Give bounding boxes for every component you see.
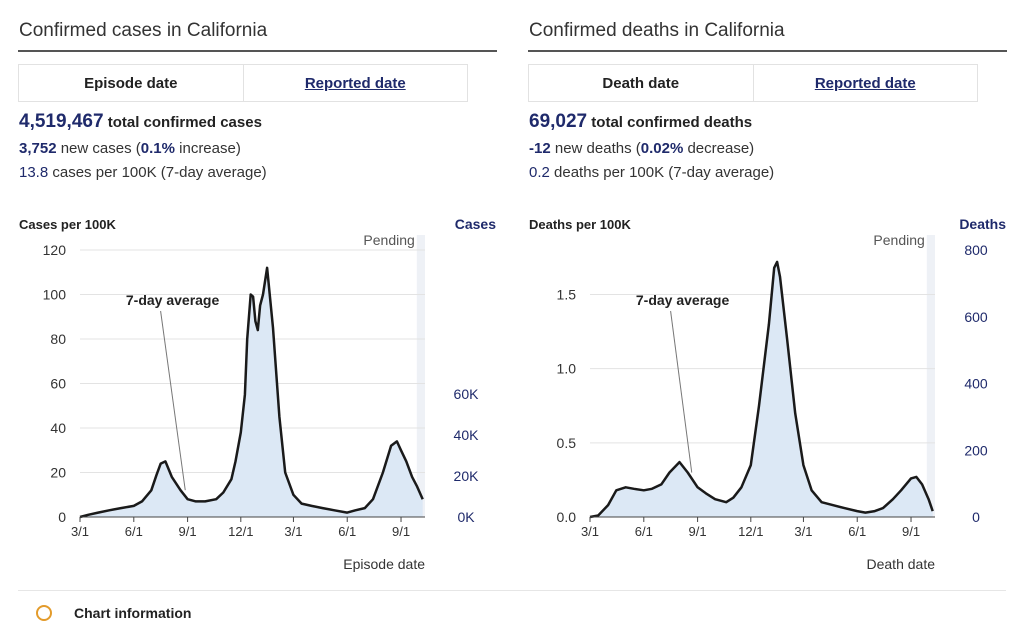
y2-tick-label: 200: [964, 442, 988, 458]
total-cases: 4,519,467 total confirmed cases: [19, 111, 267, 133]
deaths-avg-value: 0.2: [529, 164, 550, 181]
tab-reported-date-deaths[interactable]: Reported date: [814, 74, 916, 92]
x-tick-label: 3/1: [581, 524, 599, 539]
y-tick-label: 0: [58, 509, 66, 525]
y2-axis-title: Deaths: [959, 216, 1006, 232]
annotation-label: 7-day average: [126, 292, 220, 308]
chart-info-label: Chart information: [74, 605, 192, 621]
cases-chart-svg: Cases per 100K Cases Pending 0 20 40 60 80 100 12…: [19, 216, 496, 572]
new-cases-pct: 0.1%: [140, 140, 175, 157]
total-deaths-value: 69,027: [529, 111, 588, 132]
y-tick-label: 1.5: [557, 287, 577, 303]
y-tick-label: 0.0: [557, 509, 577, 525]
y-tick-label: 60: [50, 376, 66, 392]
y2-axis-title: Cases: [455, 216, 496, 232]
x-tick-label: 9/1: [689, 524, 707, 539]
new-cases-label-a: new cases (: [60, 140, 141, 157]
x-tick-label: 6/1: [125, 524, 143, 539]
y-tick-label: 1.0: [557, 361, 577, 377]
series-area: [80, 267, 423, 517]
deaths-stats: 69,027 total confirmed deaths -12 new de…: [529, 111, 774, 181]
x-tick-label: 6/1: [848, 524, 866, 539]
x-axis-title: Episode date: [343, 556, 425, 572]
chart-info-bar[interactable]: Chart information: [18, 590, 1006, 621]
deaths-chart-svg: Deaths per 100K Deaths Pending 0.0 0.5 1.0 1.5…: [529, 216, 1006, 572]
x-tick-label: 9/1: [902, 524, 920, 539]
y2-tick-label: 600: [964, 309, 988, 325]
y2-tick-label: 400: [964, 376, 988, 392]
pending-band: [416, 235, 425, 517]
pending-label: Pending: [363, 232, 414, 248]
deaths-panel: Confirmed deaths in California Death dat…: [528, 0, 1008, 611]
deaths-avg: 0.2 deaths per 100K (7-day average): [529, 164, 774, 181]
series-line: [79, 266, 424, 519]
deaths-avg-label: deaths per 100K (7-day average): [554, 164, 775, 181]
y2-tick-label: 40K: [454, 427, 480, 443]
cases-title: Confirmed cases in California: [19, 20, 268, 41]
tab-reported-date[interactable]: Reported date: [304, 74, 406, 92]
pending-label: Pending: [873, 232, 924, 248]
total-deaths-label: total confirmed deaths: [591, 114, 753, 131]
y2-tick-label: 0: [972, 509, 980, 525]
y-tick-label: 40: [50, 420, 66, 436]
y-axis-title: Deaths per 100K: [529, 217, 631, 232]
y2-tick-label: 20K: [454, 468, 480, 484]
new-deaths-value: -12: [529, 140, 551, 157]
y-tick-label: 20: [50, 465, 66, 481]
y-tick-label: 120: [43, 242, 67, 258]
total-deaths: 69,027 total confirmed deaths: [529, 111, 774, 133]
new-deaths-label-b: decrease): [687, 140, 755, 157]
x-tick-label: 12/1: [738, 524, 763, 539]
x-tick-label: 3/1: [794, 524, 812, 539]
cases-panel: Confirmed cases in California Episode da…: [18, 0, 498, 611]
annotation-leader: [670, 310, 693, 473]
x-tick-label: 3/1: [71, 524, 89, 539]
new-deaths-pct: 0.02%: [640, 140, 684, 157]
total-cases-value: 4,519,467: [19, 111, 104, 132]
deaths-tabs: Death date Reported date: [528, 64, 978, 102]
deaths-title-rule: [528, 50, 1007, 52]
new-cases-label-b: increase): [179, 140, 241, 157]
tab-episode-date[interactable]: Episode date: [19, 65, 244, 101]
x-tick-label: 9/1: [392, 524, 410, 539]
new-cases-value: 3,752: [19, 140, 57, 157]
y2-tick-label: 800: [964, 242, 988, 258]
info-icon: [36, 605, 52, 621]
total-cases-label: total confirmed cases: [107, 114, 262, 131]
annotation-label: 7-day average: [636, 292, 730, 308]
cases-avg-value: 13.8: [19, 164, 49, 181]
tab-death-date[interactable]: Death date: [529, 65, 754, 101]
y-axis-title: Cases per 100K: [19, 217, 116, 232]
new-deaths-label-a: new deaths (: [554, 140, 641, 157]
cases-chart: Cases per 100K Cases Pending 0 20 40 60 80 100 12…: [18, 205, 498, 585]
deaths-chart: Deaths per 100K Deaths Pending 0.0 0.5 1.0 1.5…: [528, 205, 1008, 585]
x-tick-label: 9/1: [179, 524, 197, 539]
cases-stats: 4,519,467 total confirmed cases 3,752 ne…: [19, 111, 267, 181]
y-tick-label: 100: [43, 287, 67, 303]
cases-avg-label: cases per 100K (7-day average): [52, 164, 267, 181]
series-line: [589, 260, 934, 519]
y-tick-label: 0.5: [557, 435, 577, 451]
x-tick-label: 12/1: [228, 524, 253, 539]
annotation-leader: [160, 310, 186, 491]
y2-tick-label: 0K: [457, 509, 475, 525]
cases-title-rule: [18, 50, 497, 52]
y2-tick-label: 60K: [454, 386, 480, 402]
x-tick-label: 6/1: [635, 524, 653, 539]
y-tick-label: 80: [50, 331, 66, 347]
x-tick-label: 6/1: [338, 524, 356, 539]
x-axis-title: Death date: [867, 556, 936, 572]
x-tick-label: 3/1: [284, 524, 302, 539]
cases-avg: 13.8 cases per 100K (7-day average): [19, 164, 267, 181]
new-deaths: -12 new deaths (0.02% decrease): [529, 140, 774, 157]
cases-tabs: Episode date Reported date: [18, 64, 468, 102]
pending-band: [926, 235, 935, 517]
deaths-title: Confirmed deaths in California: [529, 20, 785, 41]
new-cases: 3,752 new cases (0.1% increase): [19, 140, 267, 157]
